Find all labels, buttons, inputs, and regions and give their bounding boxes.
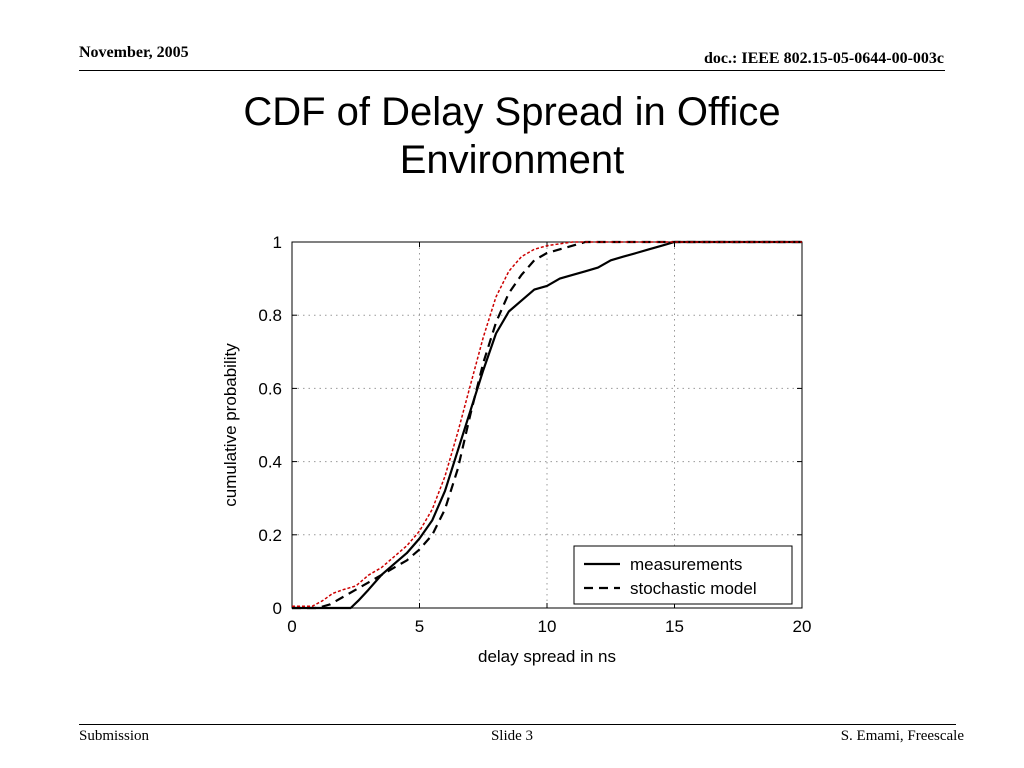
- header-doc-id: doc.: IEEE 802.15-05-0644-00-003c: [704, 50, 944, 67]
- series-stochastic-model-line: [292, 240, 802, 610]
- grid-lines: [292, 242, 802, 608]
- header-date: November, 2005: [79, 44, 189, 61]
- y-tick-label: 1: [273, 233, 282, 252]
- footer-divider: [79, 724, 956, 725]
- y-tick-label: 0.8: [258, 306, 282, 325]
- series-measurements-line: [292, 240, 802, 610]
- slide-title-line-1: CDF of Delay Spread in Office: [243, 90, 781, 134]
- y-tick-label: 0.4: [258, 453, 282, 472]
- header-divider: [79, 70, 945, 71]
- legend-label: measurements: [630, 555, 742, 574]
- x-tick-label: 0: [287, 617, 296, 636]
- series-lines: [292, 240, 802, 610]
- axis-ticks: 0 5 10 15 20 0 0.2 0.4 0.6 0.8 1: [258, 233, 811, 636]
- y-axis-label: cumulative probability: [221, 343, 240, 507]
- legend-box: [573, 545, 793, 605]
- footer-author: S. Emami, Freescale: [840, 728, 964, 744]
- y-tick-label: 0.2: [258, 526, 282, 545]
- series-overlay-line: [292, 241, 802, 607]
- footer-slide-number: Slide 3: [490, 728, 534, 744]
- x-tick-label: 15: [665, 617, 684, 636]
- x-tick-label: 10: [538, 617, 557, 636]
- legend-label: stochastic model: [630, 579, 757, 598]
- slide-title-line-2: Environment: [399, 138, 625, 182]
- y-tick-label: 0.6: [258, 379, 282, 398]
- x-axis-label: delay spread in ns: [478, 647, 616, 666]
- cdf-chart: 0 5 10 15 20 0 0.2 0.4 0.6 0.8 1 delay spread in n…: [221, 233, 811, 666]
- x-tick-label: 20: [793, 617, 812, 636]
- slide-title: CDF of Delay Spread in Office Environmen…: [0, 88, 1024, 184]
- x-tick-label: 5: [415, 617, 424, 636]
- legend: measurements stochastic model: [573, 545, 793, 605]
- footer-submission: Submission: [79, 728, 150, 744]
- y-tick-label: 0: [273, 599, 282, 618]
